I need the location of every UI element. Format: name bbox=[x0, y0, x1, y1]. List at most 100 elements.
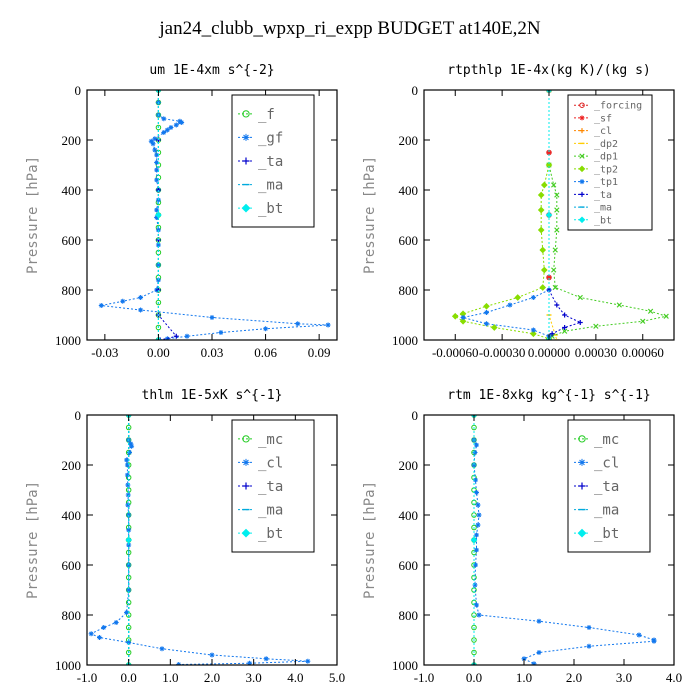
y-tick-label: 1000 bbox=[55, 658, 81, 673]
data-point bbox=[164, 127, 170, 133]
data-point bbox=[295, 321, 301, 327]
data-point bbox=[539, 284, 547, 291]
legend-marker bbox=[242, 157, 250, 165]
chart-panel-1: um 1E-4xm s^{-2} Pressure [hPa] 0 200 400 600… bbox=[25, 63, 338, 360]
legend-label: _tp1 bbox=[594, 177, 618, 188]
data-point bbox=[586, 625, 592, 630]
chart-panel-3: thlm 1E-5xK s^{-1} Pressure [hPa] 0 200 400 6… bbox=[25, 388, 345, 685]
series-bt bbox=[470, 415, 478, 665]
data-point bbox=[209, 315, 215, 320]
y-tick-label: 800 bbox=[399, 283, 419, 298]
data-point bbox=[536, 618, 542, 624]
data-point bbox=[101, 625, 107, 630]
y-tick-label: 400 bbox=[62, 183, 82, 198]
legend-item: _bt bbox=[238, 526, 283, 542]
data-point bbox=[540, 181, 548, 189]
legend-item: _ta bbox=[238, 479, 283, 495]
data-point bbox=[554, 302, 560, 308]
data-point bbox=[530, 330, 537, 338]
data-point bbox=[98, 303, 104, 308]
data-point bbox=[537, 206, 545, 214]
data-point bbox=[125, 649, 132, 656]
legend-item: _cl bbox=[574, 126, 612, 137]
data-point bbox=[473, 477, 478, 483]
data-point bbox=[476, 512, 482, 518]
data-point bbox=[128, 441, 134, 447]
y-tick-label: 0 bbox=[75, 83, 82, 98]
y-tick-label: 400 bbox=[399, 183, 419, 198]
legend-item: _f bbox=[238, 107, 275, 123]
legend-marker bbox=[578, 482, 586, 490]
panel-title: rtpthlp 1E-4x(kg K)/(kg s) bbox=[447, 63, 651, 78]
legend-label: _ta bbox=[594, 190, 612, 201]
data-point bbox=[126, 587, 132, 593]
data-point bbox=[616, 302, 622, 308]
legend: _mc _cl _ta _ma _bt bbox=[567, 419, 651, 553]
legend: _forcing_sf _cl _dp2 _dp1_tp2 _tp1 _ta _ma_bt bbox=[567, 94, 653, 231]
data-point bbox=[475, 522, 481, 528]
legend-label: _cl bbox=[594, 455, 619, 471]
data-point bbox=[484, 310, 489, 315]
legend-marker bbox=[241, 528, 251, 538]
series-line bbox=[454, 90, 550, 340]
legend-item: _ta bbox=[574, 479, 619, 495]
data-point bbox=[129, 443, 135, 449]
data-point bbox=[154, 207, 160, 213]
figure-title: jan24_clubb_wpxp_ri_expp BUDGET at140E,2… bbox=[159, 18, 541, 39]
y-tick-label: 0 bbox=[75, 408, 82, 423]
data-point bbox=[640, 318, 646, 324]
data-point bbox=[473, 562, 478, 568]
legend-marker bbox=[242, 458, 250, 466]
data-point bbox=[545, 211, 553, 219]
panel-title: um 1E-4xm s^{-2} bbox=[149, 63, 274, 78]
legend-item: _cl bbox=[574, 455, 619, 471]
legend-item: _bt bbox=[574, 526, 619, 542]
data-point bbox=[475, 502, 481, 508]
data-point bbox=[154, 167, 160, 173]
legend-label: _tp2 bbox=[594, 164, 618, 175]
x-tick-label: 0.00030 bbox=[575, 345, 617, 360]
data-point bbox=[549, 331, 555, 337]
data-point bbox=[154, 177, 160, 183]
legend-item: _mc bbox=[238, 432, 283, 448]
x-tick-label: 4.0 bbox=[666, 670, 682, 685]
data-point bbox=[263, 326, 269, 332]
data-point bbox=[124, 457, 130, 463]
data-point bbox=[472, 450, 478, 455]
x-tick-label: 0.06 bbox=[254, 345, 277, 360]
legend-label: _bt bbox=[594, 526, 619, 542]
data-point bbox=[179, 120, 185, 125]
legend-marker bbox=[578, 165, 586, 173]
data-point bbox=[471, 524, 477, 531]
legend-item: _forcing bbox=[574, 101, 642, 112]
legend-label: _bt bbox=[594, 215, 612, 226]
plot-area bbox=[98, 90, 331, 340]
data-point bbox=[263, 656, 269, 662]
data-point bbox=[483, 302, 490, 310]
data-point bbox=[125, 536, 132, 544]
data-point bbox=[551, 182, 557, 188]
data-point bbox=[537, 226, 545, 234]
legend-item: _ma bbox=[574, 502, 619, 518]
legend-marker bbox=[242, 435, 250, 443]
y-tick-label: 600 bbox=[399, 233, 419, 248]
data-point bbox=[113, 620, 119, 625]
y-axis-label: Pressure [hPa] bbox=[362, 156, 378, 274]
legend-item: _cl bbox=[238, 455, 283, 471]
data-point bbox=[507, 302, 513, 308]
legend-label: _dp2 bbox=[594, 139, 618, 150]
legend-item: _tp2 bbox=[574, 164, 618, 175]
legend-label: _ma bbox=[258, 502, 283, 518]
data-point bbox=[138, 295, 144, 300]
data-point bbox=[562, 325, 568, 330]
x-tick-label: 0.09 bbox=[308, 345, 331, 360]
legend-label: _ta bbox=[258, 479, 283, 495]
legend-marker bbox=[579, 179, 585, 185]
data-point bbox=[593, 323, 599, 329]
data-point bbox=[552, 247, 558, 253]
y-tick-label: 400 bbox=[62, 508, 82, 523]
legend-label: _gf bbox=[258, 130, 283, 146]
legend-marker bbox=[579, 102, 585, 108]
legend-marker bbox=[577, 528, 587, 538]
legend-item: _sf bbox=[574, 113, 612, 124]
